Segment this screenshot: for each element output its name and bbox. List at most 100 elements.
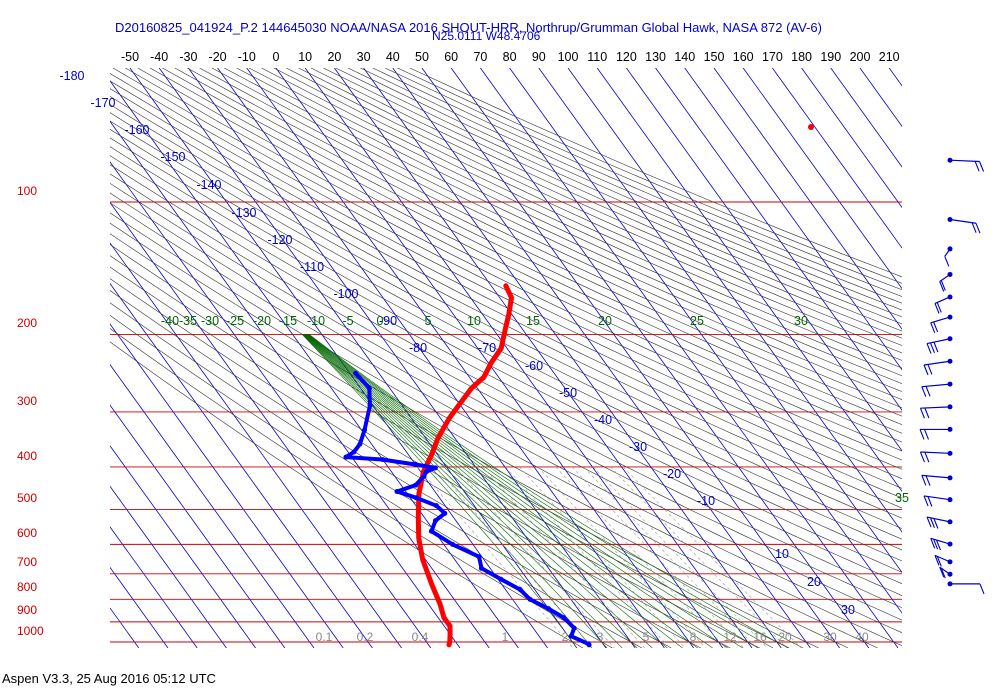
isotherm-line xyxy=(110,201,432,648)
temperature-tick-label: 40 xyxy=(386,50,400,64)
wind-barb-flag xyxy=(939,566,945,578)
temperature-tick-label: -50 xyxy=(121,50,139,64)
mixing-ratio-line xyxy=(519,466,686,648)
dry-adiabat-line xyxy=(149,68,902,434)
mixing-ratio-line xyxy=(555,466,726,648)
dry-adiabat-line xyxy=(187,68,902,409)
wind-barb-flag xyxy=(933,538,939,550)
wind-barb-flag xyxy=(929,342,935,354)
dry-adiabat-line xyxy=(211,68,902,392)
mixing-ratio-line xyxy=(622,466,802,648)
isotherm-line xyxy=(801,68,902,209)
footer-text: Aspen V3.3, 25 Aug 2016 05:12 UTC xyxy=(2,671,216,686)
dry-adiabat-line xyxy=(110,315,643,648)
pressure-label: 400 xyxy=(17,449,37,463)
temperature-tick-label: 190 xyxy=(820,50,841,64)
moist-adiabat-label: 35 xyxy=(895,491,909,505)
dry-adiabat-label: -180 xyxy=(59,69,84,83)
mixing-ratio-label: 3 xyxy=(597,630,604,644)
moist-adiabat-label: -5 xyxy=(342,314,353,328)
temperature-tick-label: -40 xyxy=(150,50,168,64)
dry-adiabat-line xyxy=(273,68,902,354)
isotherm-line xyxy=(421,68,840,648)
pressure-label: 200 xyxy=(17,316,37,330)
dry-adiabat-line xyxy=(110,155,902,573)
moist-adiabat-line xyxy=(308,334,789,648)
wind-barb-flag xyxy=(921,475,927,486)
isotherm-line xyxy=(859,68,902,128)
moist-adiabat-line xyxy=(306,334,728,648)
mixing-ratio-label: 2 xyxy=(562,630,569,644)
dry-adiabat-line xyxy=(112,68,902,461)
dewpoint-point xyxy=(476,554,482,560)
dry-adiabat-line xyxy=(110,104,902,509)
dry-adiabat-label: -100 xyxy=(333,287,358,301)
isotherm-line xyxy=(742,68,902,290)
dewpoint-point xyxy=(586,642,592,648)
dry-adiabat-line xyxy=(384,68,902,291)
dewpoint-point xyxy=(361,427,367,433)
temperature-tick-label: 20 xyxy=(327,50,341,64)
mixing-ratio-line xyxy=(583,466,758,648)
dry-adiabat-line xyxy=(110,146,902,562)
moist-adiabat-label: 10 xyxy=(467,314,481,328)
isotherm-line xyxy=(275,68,694,648)
moist-adiabat-line xyxy=(309,334,804,648)
dewpoint-point xyxy=(423,469,429,475)
isotherm-line xyxy=(596,68,902,493)
isotherm-line xyxy=(217,68,636,648)
temperature-tick-label: 100 xyxy=(558,50,579,64)
isotherm-line xyxy=(772,68,902,249)
dry-adiabat-line xyxy=(137,68,902,443)
wind-barb-flag xyxy=(925,475,931,486)
dewpoint-point xyxy=(343,454,349,460)
wind-barb xyxy=(926,516,953,529)
temperature-tick-label: -30 xyxy=(179,50,197,64)
wind-barb-flag xyxy=(925,386,931,397)
wind-barb-flag xyxy=(923,495,929,507)
isotherm-line xyxy=(110,323,344,648)
dry-adiabat-label: -140 xyxy=(196,178,221,192)
wind-barb-flag xyxy=(975,223,981,234)
dewpoint-point xyxy=(450,541,456,547)
isotherm-line xyxy=(110,161,461,648)
moist-adiabat-line xyxy=(306,334,713,648)
dry-adiabat-line xyxy=(110,137,902,551)
dry-adiabat-label: -170 xyxy=(90,96,115,110)
moist-adiabat-line xyxy=(304,334,653,648)
dry-adiabat-label: 20 xyxy=(807,575,821,589)
dry-adiabat-line xyxy=(110,255,790,648)
dewpoint-point xyxy=(380,457,386,463)
pressure-label: 600 xyxy=(17,526,37,540)
moist-adiabat-line xyxy=(303,334,638,648)
moist-adiabat-line xyxy=(307,334,743,648)
temperature-tick-label: 70 xyxy=(473,50,487,64)
dewpoint-point xyxy=(442,510,448,516)
wind-barb-flag xyxy=(923,429,930,440)
temperature-tick-label: 60 xyxy=(444,50,458,64)
temperature-tick-label: 130 xyxy=(645,50,666,64)
mixing-ratio-label: 40 xyxy=(855,630,869,644)
dry-adiabat-line xyxy=(110,302,672,648)
wind-barb-flag xyxy=(923,364,929,376)
moist-adiabat-label: 30 xyxy=(794,314,808,328)
dewpoint-point xyxy=(498,576,504,582)
mixing-ratio-line xyxy=(571,466,744,648)
temperature-tick-label: 150 xyxy=(704,50,725,64)
moist-adiabat-label: 25 xyxy=(690,314,704,328)
mixing-ratio-label: 0.2 xyxy=(357,630,374,644)
wind-barb xyxy=(926,336,953,354)
dry-adiabat-label: -120 xyxy=(267,233,292,247)
dry-adiabat-line xyxy=(110,266,760,648)
wind-barb-flag xyxy=(921,386,927,397)
dry-adiabat-line xyxy=(110,328,613,648)
isotherm-line xyxy=(713,68,902,330)
wind-barb xyxy=(930,537,953,551)
isotherm-line xyxy=(110,526,198,648)
dry-adiabat-line xyxy=(110,290,701,648)
wind-barb-flag xyxy=(935,539,942,551)
dry-adiabat-label: -90 xyxy=(379,314,397,328)
wind-barb-shaft xyxy=(949,159,980,163)
wind-barb-flag xyxy=(919,451,925,463)
dry-adiabat-line xyxy=(110,202,902,634)
